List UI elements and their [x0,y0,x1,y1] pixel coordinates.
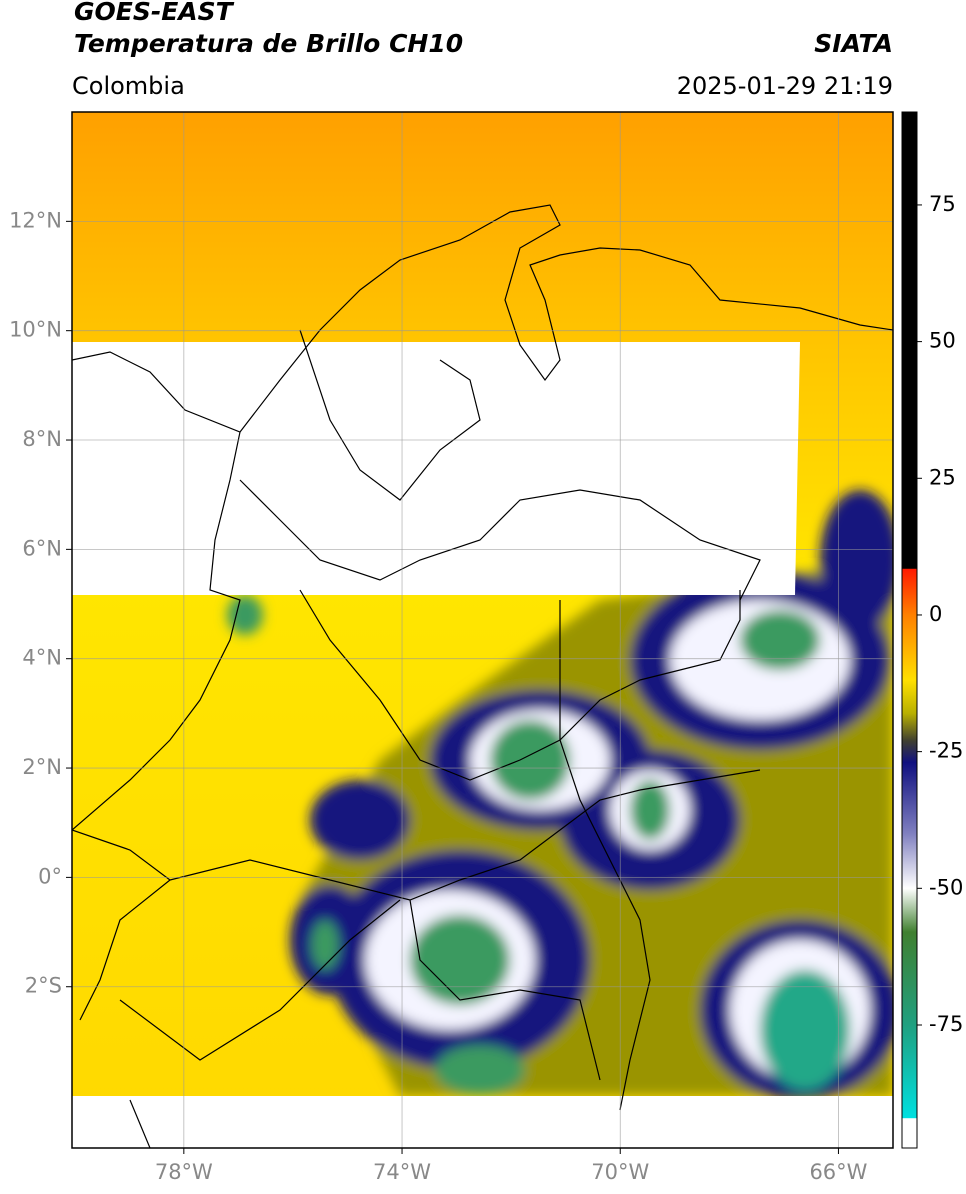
x-tick-label: 70°W [591,1160,649,1184]
y-tick-label: 4°N [22,646,62,670]
y-tick-label: 2°S [25,974,62,998]
colorbar-tick-label: -25 [929,739,963,763]
map-frame [71,111,894,1149]
grid [72,112,893,1148]
y-tick-label: 12°N [9,208,62,232]
colorbar-tick-label: -75 [929,1012,963,1036]
source: SIATA [814,29,893,58]
y-tick-label: 6°N [22,536,62,560]
datetime: 2025-01-29 21:19 [677,72,893,100]
colorbar-tick-label: 75 [929,192,956,216]
colorbar [901,111,918,1149]
y-tick-label: 10°N [9,318,62,342]
colorbar-tick-label: 25 [929,465,956,489]
colorbar-tick-label: -50 [929,875,963,899]
y-tick-label: 0° [38,864,62,888]
title: GOES-EAST [74,0,235,26]
satellite-image [72,112,893,1148]
x-tick-label: 66°W [809,1160,867,1184]
y-tick-label: 8°N [22,427,62,451]
colorbar-tick-label: 0 [929,602,942,626]
region: Colombia [72,72,185,100]
y-tick-label: 2°N [22,755,62,779]
colorbar-tick-label: 50 [929,329,956,353]
x-tick-label: 74°W [373,1160,431,1184]
x-tick-label: 78°W [155,1160,213,1184]
subtitle: Temperatura de Brillo CH10 [74,29,463,58]
